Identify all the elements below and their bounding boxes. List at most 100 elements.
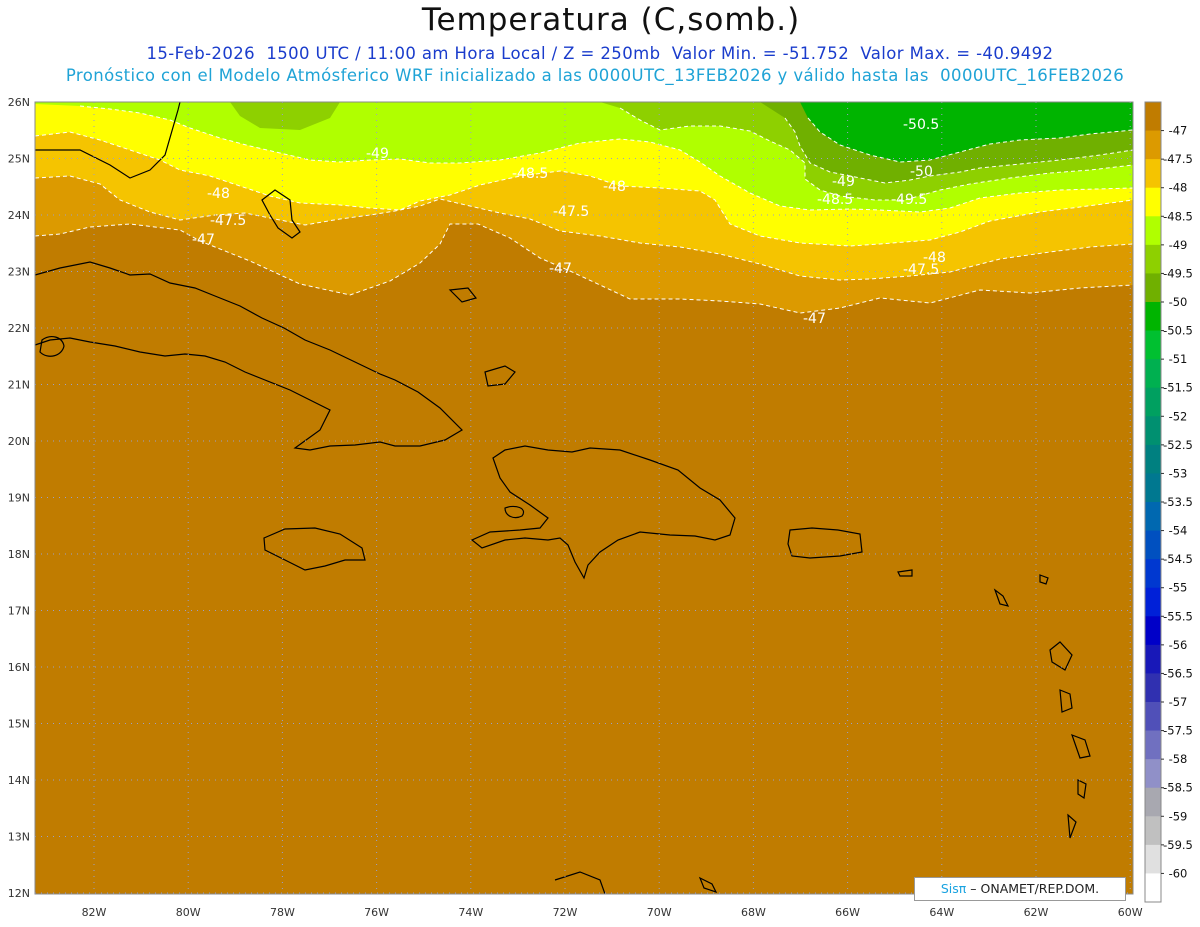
andros-island bbox=[261, 189, 301, 239]
band-50-5 bbox=[800, 102, 1133, 162]
islet-2 bbox=[1039, 574, 1049, 585]
colorbar-swatch bbox=[1145, 244, 1161, 274]
map-title: Temperatura (C,somb.) bbox=[421, 2, 801, 38]
contour-label: -48.5 bbox=[817, 192, 853, 208]
colorbar-swatch bbox=[1145, 216, 1161, 246]
colorbar-label: -48.5 bbox=[1163, 209, 1193, 223]
contour-label: -48 bbox=[923, 250, 946, 266]
lon-tick-label: 78W bbox=[270, 906, 295, 919]
lon-tick-label: 66W bbox=[835, 906, 860, 919]
colorbar-label: -60 bbox=[1169, 866, 1188, 880]
colorbar-label: -57.5 bbox=[1163, 724, 1193, 738]
lat-tick-label: 24N bbox=[8, 209, 30, 222]
colorbar-label: -48 bbox=[1169, 181, 1188, 195]
lesser-antilles-5 bbox=[1067, 813, 1077, 839]
turks-caicos bbox=[484, 365, 516, 387]
contour-label: -47.5 bbox=[210, 213, 246, 229]
colorbar-label: -53 bbox=[1169, 466, 1188, 480]
lat-tick-label: 19N bbox=[8, 492, 30, 505]
lon-tick-label: 70W bbox=[647, 906, 672, 919]
lat-tick-label: 25N bbox=[8, 153, 30, 166]
colorbar-label: -47 bbox=[1169, 124, 1188, 138]
isle-of-youth bbox=[39, 336, 65, 357]
islet-3 bbox=[897, 569, 913, 577]
colorbar-swatch bbox=[1145, 130, 1161, 160]
lesser-antilles-1 bbox=[1049, 641, 1073, 671]
lat-tick-label: 22N bbox=[8, 322, 30, 335]
graticule bbox=[35, 101, 1133, 894]
colorbar: -47 -47.5 -48 -48.5 -49 -49.5 -50 -50.5 -51 -51.5… bbox=[1144, 101, 1193, 903]
colorbar-swatch bbox=[1145, 730, 1161, 760]
lat-tick-label: 15N bbox=[8, 718, 30, 731]
lon-tick-label: 62W bbox=[1024, 906, 1049, 919]
latitude-labels: 26N 25N 24N 23N 22N 21N 20N 19N 18N 17N 16N 15N 14N 1… bbox=[8, 96, 30, 900]
hispaniola-coast bbox=[470, 445, 736, 580]
islet-4 bbox=[698, 876, 718, 894]
colorbar-swatch bbox=[1145, 159, 1161, 189]
longitude-labels: 82W 80W 78W 76W 74W 72W 70W 68W 66W 64W 62W 60W bbox=[82, 906, 1143, 919]
colorbar-swatch bbox=[1145, 559, 1161, 589]
colorbar-swatch bbox=[1145, 873, 1161, 903]
colorbar-swatch bbox=[1145, 359, 1161, 389]
colorbar-swatch bbox=[1145, 102, 1161, 132]
colorbar-swatch bbox=[1145, 673, 1161, 703]
colorbar-swatch bbox=[1145, 844, 1161, 874]
colorbar-swatch bbox=[1145, 273, 1161, 303]
inagua bbox=[448, 287, 478, 303]
credit-text: – ONAMET/REP.DOM. bbox=[970, 881, 1100, 896]
lat-tick-label: 18N bbox=[8, 548, 30, 561]
jamaica-coast bbox=[263, 527, 366, 571]
contour-label: -48 bbox=[603, 179, 626, 195]
colorbar-swatch bbox=[1145, 787, 1161, 817]
contour-label: -50.5 bbox=[903, 117, 939, 133]
gonave-island bbox=[504, 505, 525, 519]
colorbar-swatch bbox=[1145, 387, 1161, 417]
colorbar-swatch bbox=[1145, 616, 1161, 646]
colorbar-label: -58 bbox=[1169, 752, 1188, 766]
contour-label: -48.5 bbox=[512, 166, 548, 182]
contour-label: -47.5 bbox=[553, 204, 589, 220]
contour-label: -49 bbox=[832, 174, 855, 190]
credit-box: Sisπ – ONAMET/REP.DOM. bbox=[914, 877, 1126, 901]
lon-tick-label: 74W bbox=[458, 906, 483, 919]
colorbar-swatch bbox=[1145, 702, 1161, 732]
colorbar-swatch bbox=[1145, 187, 1161, 217]
colorbar-label: -52 bbox=[1169, 409, 1188, 423]
colorbar-label: -59.5 bbox=[1163, 838, 1193, 852]
colorbar-label: -55 bbox=[1169, 581, 1188, 595]
lon-tick-label: 80W bbox=[176, 906, 201, 919]
valid-time-line: 15-Feb-2026 1500 UTC / 11:00 am Hora Loc… bbox=[146, 44, 1054, 63]
contour-label: -47.5 bbox=[903, 262, 939, 278]
contour-label: -47 bbox=[549, 261, 572, 277]
lat-tick-label: 16N bbox=[8, 661, 30, 674]
colorbar-swatch bbox=[1145, 816, 1161, 846]
contour-label-group: -50.5 -49 -48.5 -48 -49 -50 -48.5 -49.5 … bbox=[192, 117, 946, 327]
lesser-antilles-4 bbox=[1077, 779, 1087, 800]
islet-1 bbox=[993, 588, 1010, 607]
colorbar-label: -49.5 bbox=[1163, 266, 1193, 280]
lon-tick-label: 60W bbox=[1118, 906, 1143, 919]
colorbar-label: -51 bbox=[1169, 352, 1188, 366]
colorbar-label: -49 bbox=[1169, 238, 1188, 252]
lon-tick-label: 82W bbox=[82, 906, 107, 919]
lat-tick-label: 23N bbox=[8, 266, 30, 279]
lon-tick-label: 72W bbox=[553, 906, 578, 919]
lat-tick-label: 17N bbox=[8, 605, 30, 618]
colorbar-label: -56.5 bbox=[1163, 666, 1193, 680]
colorbar-label: -50 bbox=[1169, 295, 1188, 309]
colorbar-label: -57 bbox=[1169, 695, 1188, 709]
map-frame bbox=[34, 101, 1134, 895]
colorbar-label: -55.5 bbox=[1163, 609, 1193, 623]
colorbar-label: -50.5 bbox=[1163, 324, 1193, 338]
lesser-antilles-2 bbox=[1059, 689, 1073, 713]
contour-label: -50 bbox=[910, 164, 933, 180]
sispi-logo: Sisπ bbox=[940, 881, 967, 896]
colorbar-swatch bbox=[1145, 530, 1161, 560]
lesser-antilles-3 bbox=[1071, 733, 1091, 759]
lat-tick-label: 13N bbox=[8, 831, 30, 844]
lat-tick-label: 21N bbox=[8, 379, 30, 392]
colorbar-swatch bbox=[1145, 302, 1161, 332]
contour-label: -47 bbox=[803, 311, 826, 327]
contour-lines bbox=[34, 105, 1134, 314]
colorbar-swatch bbox=[1145, 587, 1161, 617]
